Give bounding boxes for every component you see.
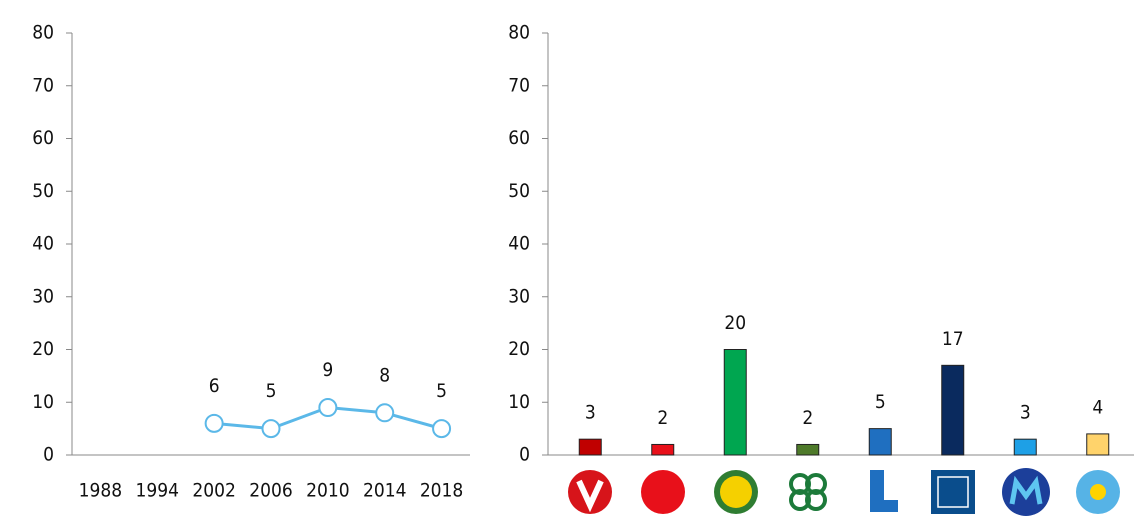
data-label: 2 bbox=[802, 407, 813, 429]
marker bbox=[432, 419, 452, 439]
data-label: 3 bbox=[585, 402, 596, 424]
data-label: 5 bbox=[875, 391, 886, 413]
logo bbox=[870, 470, 898, 512]
data-label: 5 bbox=[436, 380, 447, 402]
logo bbox=[1009, 475, 1043, 505]
marker bbox=[261, 419, 281, 439]
y-tick-label: 70 bbox=[508, 74, 530, 96]
y-tick-label: 40 bbox=[32, 233, 54, 255]
y-tick-label: 80 bbox=[32, 22, 54, 44]
y-tick-label: 20 bbox=[508, 338, 530, 360]
y-tick-label: 60 bbox=[508, 127, 530, 149]
x-tick-label: 2010 bbox=[306, 480, 350, 502]
x-tick-label: 2018 bbox=[420, 480, 464, 502]
logo bbox=[576, 479, 604, 513]
y-tick-label: 50 bbox=[32, 180, 54, 202]
y-tick-label: 70 bbox=[32, 74, 54, 96]
data-label: 5 bbox=[266, 380, 277, 402]
y-tick-label: 0 bbox=[519, 444, 530, 466]
x-tick-label: 1994 bbox=[136, 480, 180, 502]
bar bbox=[1013, 438, 1037, 456]
data-label: 17 bbox=[942, 328, 964, 350]
bar bbox=[578, 438, 602, 456]
marker bbox=[204, 413, 224, 433]
data-label: 9 bbox=[322, 359, 333, 381]
y-tick-label: 50 bbox=[508, 180, 530, 202]
y-tick-label: 80 bbox=[508, 22, 530, 44]
data-label: 20 bbox=[724, 312, 746, 334]
y-tick-label: 60 bbox=[32, 127, 54, 149]
data-label: 4 bbox=[1092, 396, 1103, 418]
logo bbox=[720, 476, 752, 508]
bar bbox=[651, 443, 675, 456]
logo bbox=[789, 473, 827, 511]
y-tick-label: 10 bbox=[508, 391, 530, 413]
x-tick-label: 2014 bbox=[363, 480, 407, 502]
y-tick-label: 0 bbox=[43, 444, 54, 466]
y-tick-label: 30 bbox=[508, 285, 530, 307]
y-tick-label: 10 bbox=[32, 391, 54, 413]
y-tick-label: 20 bbox=[32, 338, 54, 360]
y-tick-label: 40 bbox=[508, 233, 530, 255]
party-logos bbox=[568, 468, 1120, 516]
y-tick-label: 30 bbox=[32, 285, 54, 307]
logo bbox=[937, 476, 969, 508]
x-tick-label: 1988 bbox=[79, 480, 123, 502]
marker bbox=[318, 398, 338, 418]
bar bbox=[868, 428, 892, 456]
x-tick-label: 2006 bbox=[249, 480, 293, 502]
marker bbox=[375, 403, 395, 423]
x-tick-label: 2002 bbox=[192, 480, 236, 502]
bar bbox=[941, 364, 965, 456]
bar bbox=[723, 349, 747, 456]
data-label: 2 bbox=[657, 407, 668, 429]
logo bbox=[641, 470, 685, 514]
data-label: 3 bbox=[1020, 402, 1031, 424]
data-label: 6 bbox=[209, 375, 220, 397]
bar bbox=[1086, 433, 1110, 456]
bar bbox=[796, 443, 820, 456]
data-label: 8 bbox=[379, 364, 390, 386]
logo bbox=[1090, 484, 1106, 500]
